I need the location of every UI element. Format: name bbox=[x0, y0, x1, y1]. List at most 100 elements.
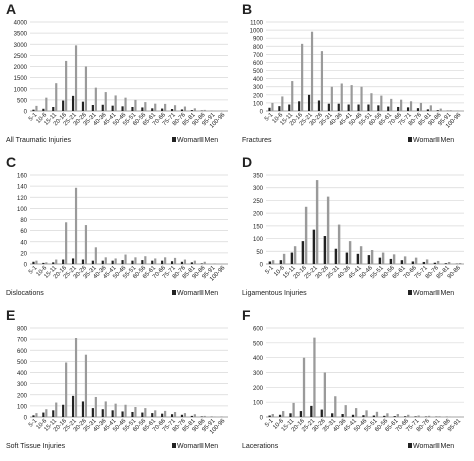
bar-woman bbox=[91, 408, 94, 417]
bar-men bbox=[380, 95, 383, 111]
legend-label-men: Men bbox=[205, 290, 219, 297]
bar-woman bbox=[345, 252, 349, 264]
bar-men bbox=[104, 257, 107, 264]
y-tick-label: 300 bbox=[253, 85, 264, 91]
bar-woman bbox=[301, 241, 305, 264]
bar-woman bbox=[71, 395, 75, 417]
bar-men bbox=[293, 246, 297, 264]
bar-men bbox=[144, 408, 147, 417]
y-tick-label: 350 bbox=[253, 174, 264, 180]
y-tick-label: 1000 bbox=[14, 87, 28, 93]
bar-men bbox=[417, 415, 420, 417]
bar-men bbox=[94, 87, 97, 111]
bar-woman bbox=[141, 107, 144, 111]
bar-woman bbox=[111, 410, 114, 417]
x-tick-label: 5-1 bbox=[264, 112, 275, 123]
bar-men bbox=[114, 403, 117, 417]
y-tick-label: 100 bbox=[17, 404, 28, 410]
bar-men bbox=[124, 97, 127, 111]
legend-label-men: Men bbox=[441, 290, 455, 297]
bar-woman bbox=[279, 260, 283, 264]
bar-men bbox=[84, 225, 88, 264]
bar-men bbox=[330, 86, 333, 111]
bar-men bbox=[282, 253, 286, 264]
panel-letter: F bbox=[242, 307, 251, 323]
bar-men bbox=[271, 260, 275, 264]
bar-men bbox=[291, 81, 294, 111]
bar-woman bbox=[62, 404, 65, 417]
bar-woman bbox=[341, 414, 344, 417]
bar-men bbox=[134, 99, 137, 111]
bar-woman bbox=[268, 107, 271, 111]
bar-woman bbox=[200, 263, 203, 264]
x-tick-label: 5-1 bbox=[28, 265, 39, 276]
bar-woman bbox=[170, 261, 174, 264]
bar-woman bbox=[351, 414, 355, 417]
legend-swatch-men bbox=[435, 290, 440, 295]
y-tick-label: 140 bbox=[17, 185, 28, 191]
legend-swatch-woman bbox=[408, 137, 412, 142]
bar-men bbox=[173, 105, 177, 111]
bar-men bbox=[281, 96, 284, 111]
bar-woman bbox=[151, 413, 154, 417]
bar-men bbox=[458, 262, 462, 264]
y-tick-label: 300 bbox=[253, 186, 264, 192]
y-tick-label: 0 bbox=[260, 263, 264, 269]
bar-woman bbox=[289, 413, 292, 417]
y-tick-label: 600 bbox=[17, 349, 28, 355]
bar-men bbox=[271, 414, 274, 417]
bar-men bbox=[74, 338, 78, 417]
y-tick-label: 0 bbox=[24, 416, 28, 422]
y-tick-label: 100 bbox=[253, 101, 264, 107]
panel-b: B 0 100 200 300 400 500 600 700 800 900 1000 1100 5-1… bbox=[242, 1, 464, 144]
bar-woman bbox=[403, 416, 407, 417]
bar-men bbox=[164, 410, 167, 417]
bar-woman bbox=[190, 415, 193, 417]
bar-woman bbox=[320, 409, 323, 417]
y-tick-label: 400 bbox=[253, 356, 264, 362]
legend-label-woman: Woman bbox=[413, 443, 437, 450]
legend-label-men: Men bbox=[205, 137, 219, 144]
y-tick-label: 250 bbox=[253, 199, 264, 205]
legend-label-men: Men bbox=[205, 443, 219, 450]
bar-men bbox=[114, 258, 117, 264]
x-tick-label: 95-91 bbox=[447, 418, 463, 434]
bar-men bbox=[301, 43, 304, 111]
legend-label-woman: Woman bbox=[413, 137, 437, 144]
panel-letter: B bbox=[242, 1, 252, 17]
bar-men bbox=[400, 99, 403, 111]
bar-men bbox=[334, 396, 337, 417]
bar-men bbox=[183, 259, 187, 264]
bar-woman bbox=[42, 108, 45, 111]
bar-woman bbox=[411, 261, 415, 264]
x-tick-label: 90-86 bbox=[447, 265, 463, 281]
bar-woman bbox=[151, 260, 154, 264]
bar-men bbox=[419, 102, 423, 111]
bar-woman bbox=[101, 104, 104, 111]
bar-woman bbox=[170, 108, 174, 111]
bar-woman bbox=[422, 261, 426, 264]
bar-men bbox=[326, 196, 330, 264]
bar-men bbox=[203, 415, 206, 417]
bar-men bbox=[154, 103, 157, 111]
y-tick-label: 1100 bbox=[250, 21, 264, 27]
legend-swatch-woman bbox=[172, 137, 176, 142]
bar-men bbox=[173, 257, 177, 264]
bar-men bbox=[429, 105, 432, 111]
bar-men bbox=[282, 411, 285, 417]
bar-woman bbox=[71, 95, 75, 111]
bar-men bbox=[302, 357, 306, 417]
bar-men bbox=[164, 103, 167, 111]
bar-men bbox=[348, 241, 352, 264]
bar-men bbox=[414, 257, 418, 264]
bar-men bbox=[124, 404, 127, 417]
bar-woman bbox=[32, 261, 35, 264]
bar-woman bbox=[377, 105, 380, 111]
bar-men bbox=[354, 408, 358, 417]
bar-woman bbox=[131, 411, 134, 417]
bar-men bbox=[114, 95, 117, 111]
y-tick-label: 0 bbox=[260, 416, 264, 422]
y-tick-label: 1000 bbox=[250, 29, 264, 35]
panel-label: All Traumatic Injuries bbox=[6, 137, 71, 144]
bar-woman bbox=[298, 101, 301, 111]
